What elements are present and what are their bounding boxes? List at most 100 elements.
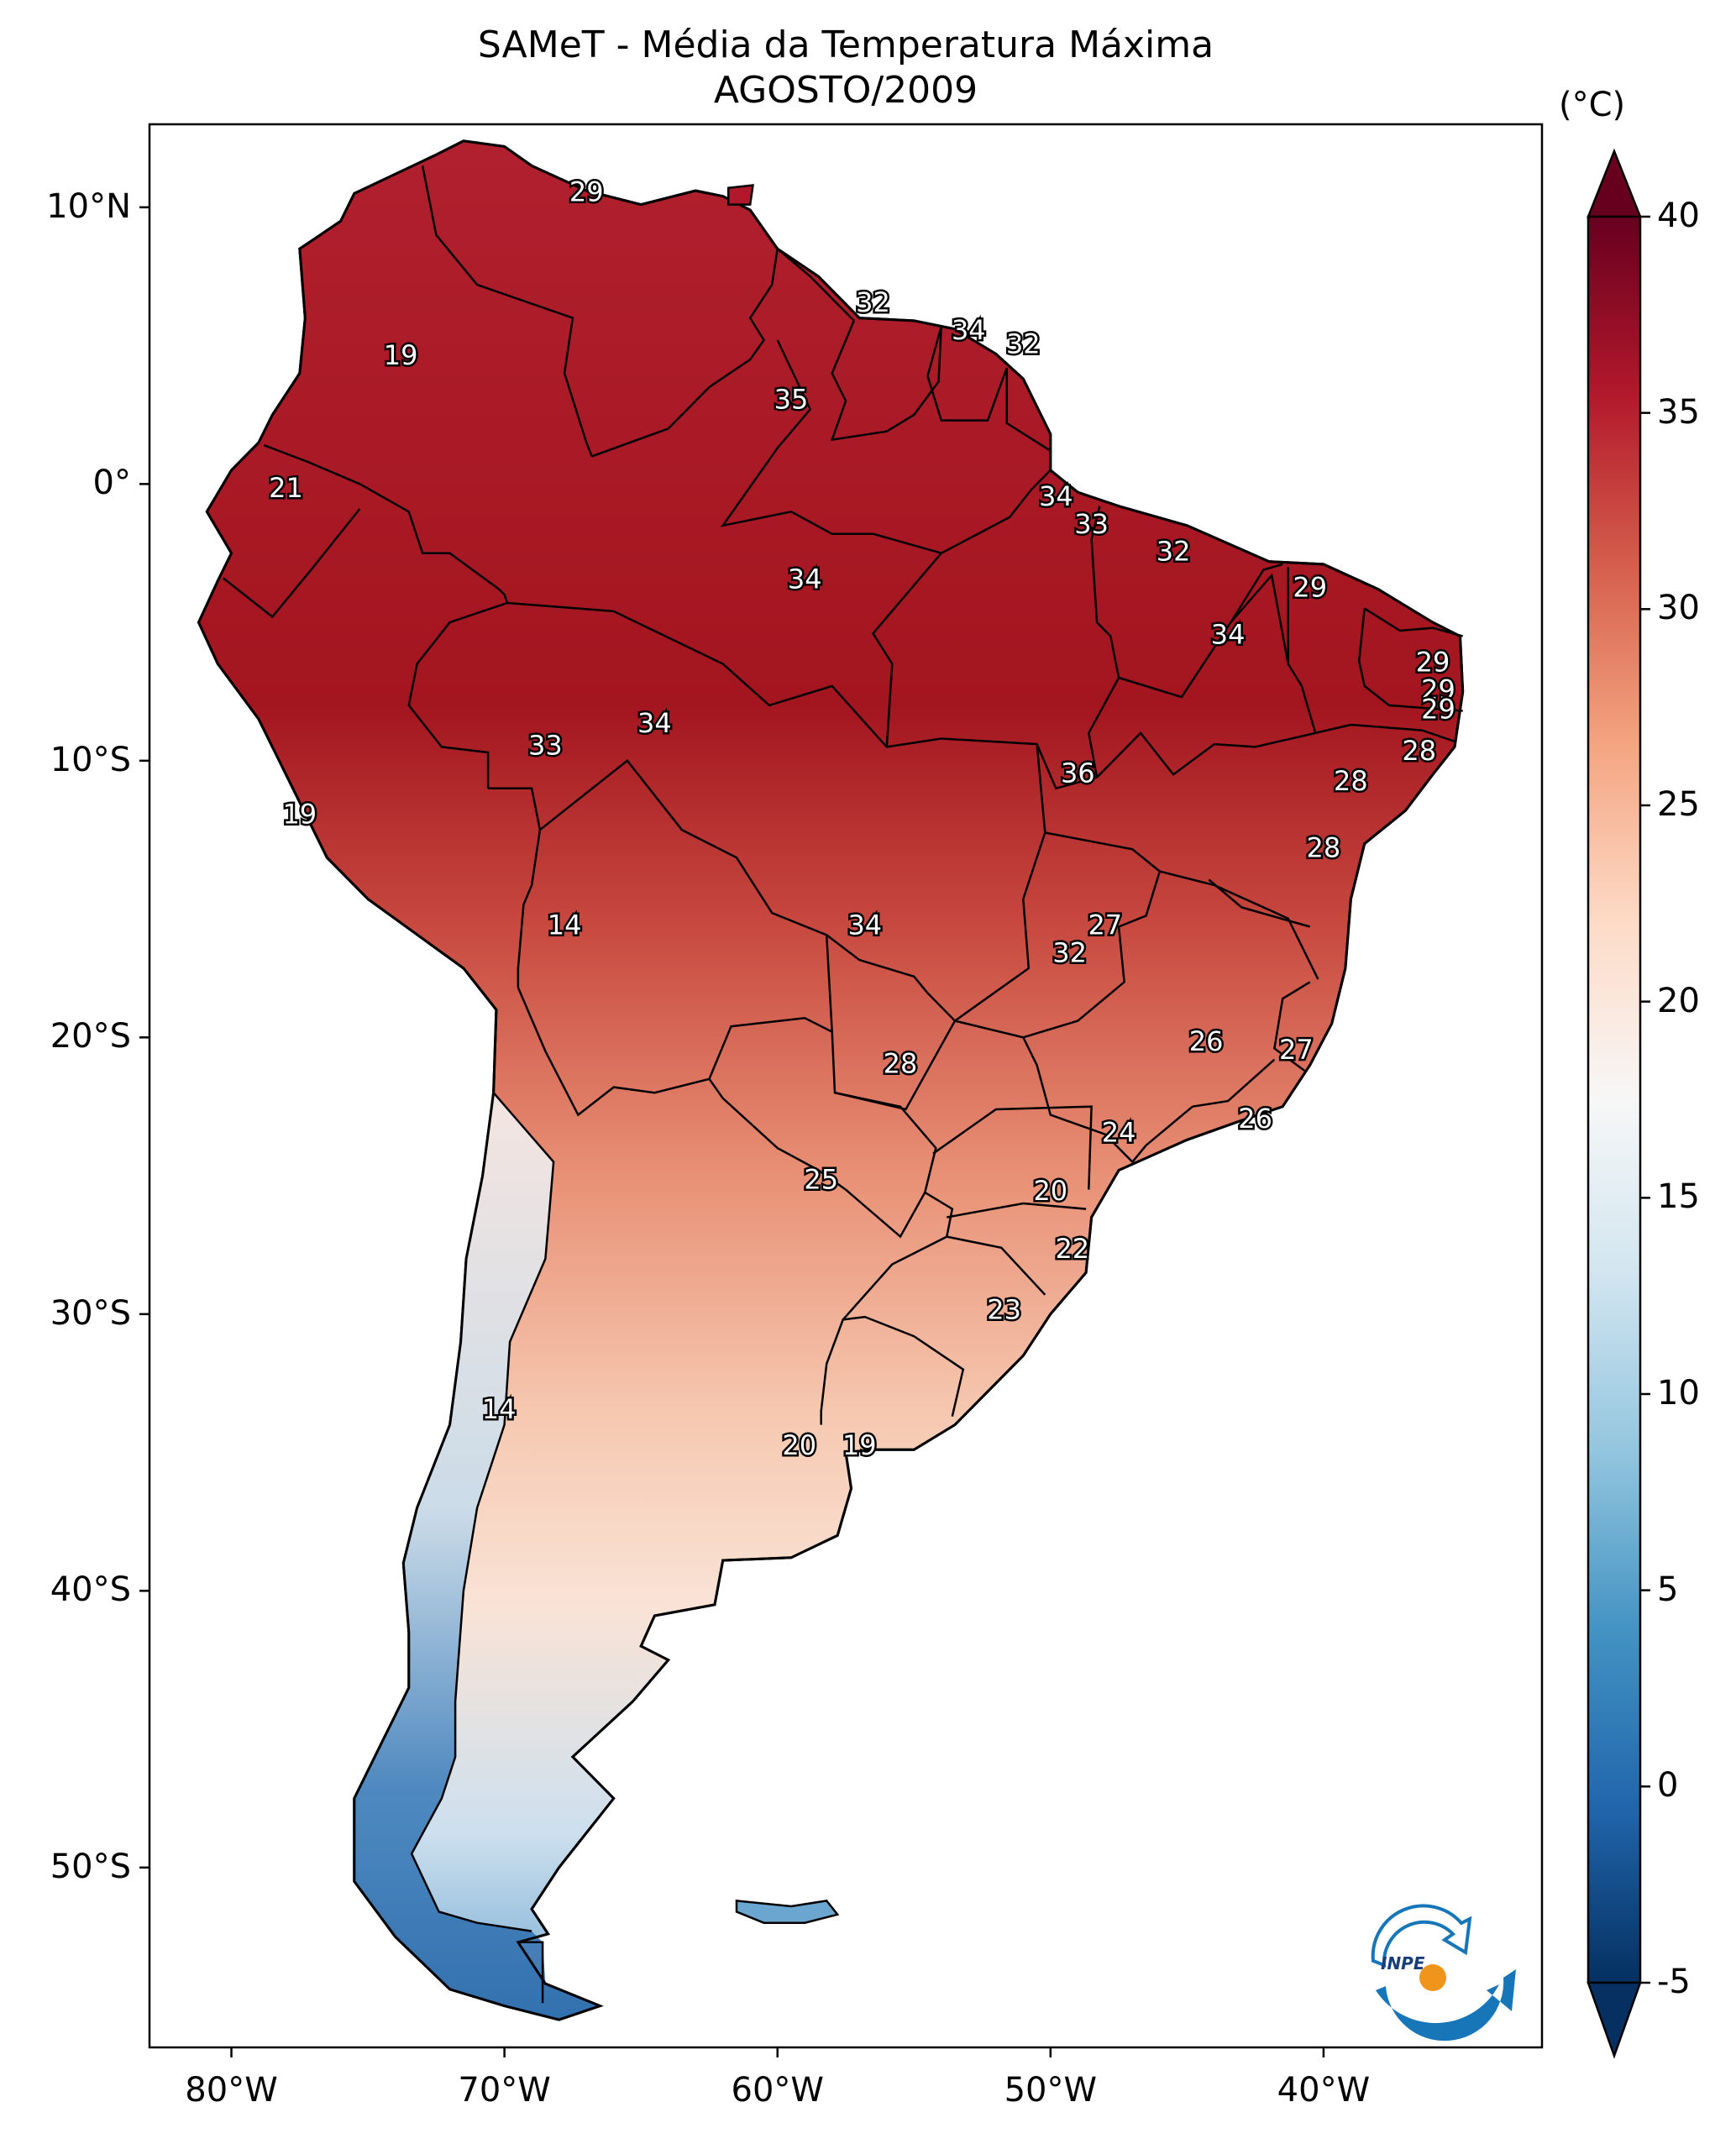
border-line xyxy=(1087,506,1120,778)
border-line xyxy=(926,326,1008,422)
lat-tick-label: 40°S xyxy=(50,1570,131,1610)
border-line xyxy=(1159,870,1319,980)
colorbar-bar xyxy=(1587,215,1642,1984)
contour-label: 29 xyxy=(569,176,604,207)
border-line xyxy=(1145,1105,1193,1146)
border-line xyxy=(820,1315,965,1425)
andes-cold-band xyxy=(354,1093,601,2021)
border-line xyxy=(932,1105,1093,1190)
political-borders xyxy=(223,165,1464,2004)
contour-label: 36 xyxy=(1061,757,1095,789)
contour-label: 29 xyxy=(1421,694,1455,726)
chart-title: SAMeT - Média da Temperatura Máxima xyxy=(477,24,1214,66)
colorbar-tick-label: 40 xyxy=(1657,197,1700,235)
contour-label: 34 xyxy=(847,909,882,941)
contour-label: 21 xyxy=(269,472,303,504)
contour-label: 28 xyxy=(1334,765,1368,797)
lat-tick-label: 10°S xyxy=(50,740,131,779)
colorbar-tick-label: 10 xyxy=(1657,1374,1700,1413)
contour-label: 26 xyxy=(1238,1103,1272,1135)
contour-label: 29 xyxy=(1293,572,1327,604)
border-line xyxy=(591,249,779,458)
contour-label: 26 xyxy=(1189,1025,1224,1057)
island-shape xyxy=(735,1900,840,1924)
border-line xyxy=(720,339,1052,555)
contour-label: 27 xyxy=(1088,909,1122,941)
contour-label: 19 xyxy=(384,339,418,371)
contour-label: 28 xyxy=(1307,831,1341,863)
axis-ticks xyxy=(139,206,1325,2057)
contour-label: 34 xyxy=(788,563,822,595)
lon-tick-label: 50°W xyxy=(1004,2071,1098,2110)
border-line xyxy=(1005,368,1052,452)
lat-tick-label: 30°S xyxy=(50,1293,131,1333)
contour-label: 34 xyxy=(952,314,986,346)
border-line xyxy=(1357,608,1463,712)
contour-label: 33 xyxy=(1074,508,1109,540)
contour-label: 34 xyxy=(637,707,672,739)
border-line xyxy=(407,601,508,789)
border-line xyxy=(264,444,509,604)
lat-tick-label: 50°S xyxy=(50,1847,131,1886)
logo-swoosh-icon xyxy=(1376,1969,1516,2042)
contour-label: 29 xyxy=(1421,674,1455,706)
colorbar-top-extension xyxy=(1587,148,1642,218)
border-line xyxy=(1364,607,1464,637)
border-line xyxy=(947,1202,1087,1219)
border-line xyxy=(517,759,834,1117)
contour-label: 34 xyxy=(1039,480,1073,512)
coastline xyxy=(197,139,1465,2021)
contour-label: 34 xyxy=(1211,619,1246,651)
contour-label: 24 xyxy=(1102,1117,1136,1149)
colorbar-tick-label: 0 xyxy=(1657,1766,1679,1806)
colorbar-tick-label: 15 xyxy=(1657,1177,1700,1217)
colorbar-unit: (°C) xyxy=(1559,86,1626,124)
contour-label: 22 xyxy=(1055,1233,1089,1265)
colorbar-tick-label: 25 xyxy=(1657,785,1700,824)
contour-label: 19 xyxy=(842,1429,877,1461)
border-line xyxy=(830,320,943,442)
border-line xyxy=(947,1235,1046,1296)
contour-label: 32 xyxy=(856,286,890,318)
border-line xyxy=(1273,981,1311,1072)
border-line xyxy=(223,508,361,619)
contour-label: 23 xyxy=(987,1294,1021,1326)
border-line xyxy=(517,1941,544,2004)
lat-tick-label: 0° xyxy=(92,464,131,503)
colorbar-tick-label: 30 xyxy=(1657,589,1700,628)
colorbar-tick-label: -5 xyxy=(1657,1963,1691,2001)
islands xyxy=(726,184,840,1924)
contour-label: 27 xyxy=(1279,1034,1314,1066)
lon-tick-label: 70°W xyxy=(458,2071,551,2110)
contour-label: 20 xyxy=(1033,1175,1067,1207)
lon-tick-label: 80°W xyxy=(185,2071,278,2110)
border-line xyxy=(834,1019,957,1111)
contour-label: 35 xyxy=(774,384,809,416)
border-line xyxy=(1192,1058,1276,1108)
colorbar xyxy=(1587,148,1650,2059)
colorbar-tick-label: 35 xyxy=(1657,392,1700,432)
contour-label: 14 xyxy=(482,1393,517,1425)
logo-text: INPE xyxy=(1381,1953,1425,1973)
border-line xyxy=(871,552,942,747)
border-line xyxy=(1096,723,1455,778)
contour-label: 32 xyxy=(1006,328,1041,360)
border-line xyxy=(776,248,855,322)
chart-subtitle: AGOSTO/2009 xyxy=(713,69,978,112)
border-line xyxy=(488,787,542,988)
contour-label: 33 xyxy=(528,729,563,761)
contour-label: 19 xyxy=(282,799,317,831)
contour-label: 28 xyxy=(1402,735,1436,767)
contour-label: 28 xyxy=(884,1047,918,1079)
contour-label: 32 xyxy=(1052,937,1087,969)
inpe-logo: INPE xyxy=(1371,1904,1516,2042)
logo-arrow-icon xyxy=(1371,1904,1472,1968)
map-frame xyxy=(148,123,1544,2049)
colorbar-tick-label: 20 xyxy=(1657,981,1700,1020)
border-line xyxy=(954,831,1162,1039)
border-line xyxy=(1022,1036,1147,1164)
border-line xyxy=(1208,878,1311,928)
